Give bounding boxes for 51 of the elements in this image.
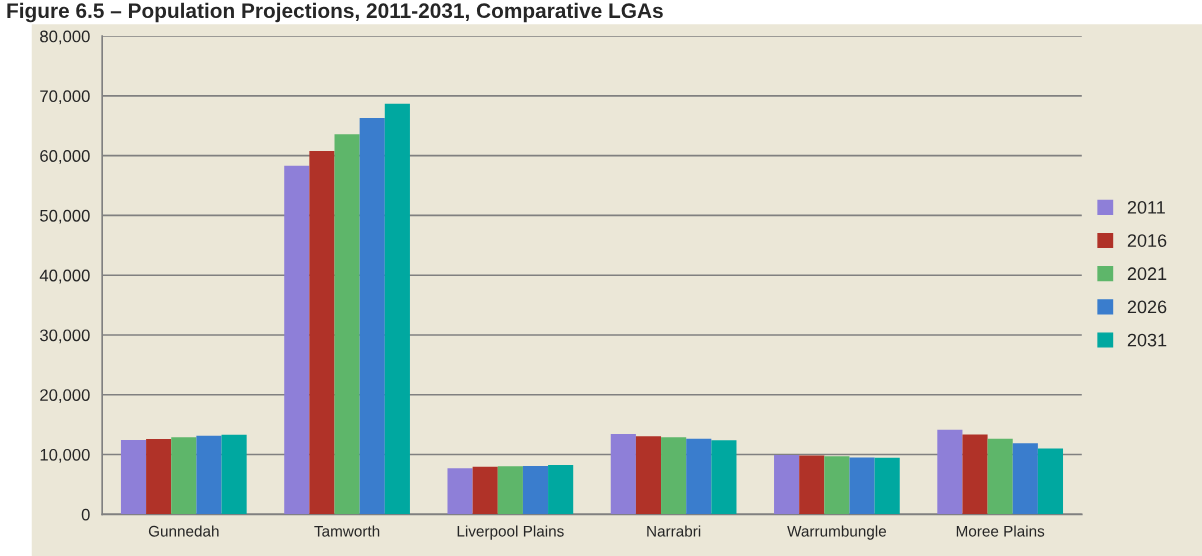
bar: [309, 150, 335, 515]
bar: [1012, 443, 1038, 515]
x-tick-label: Liverpool Plains: [457, 525, 564, 540]
bar: [774, 454, 800, 515]
x-tick-label: Warrumbungle: [787, 525, 887, 540]
bar: [937, 429, 963, 515]
bar: [1037, 448, 1064, 515]
bar: [447, 468, 473, 515]
bar: [987, 438, 1013, 515]
bar: [196, 435, 222, 515]
y-tick-label: 0: [81, 508, 90, 521]
y-tick-label: 40,000: [39, 269, 90, 284]
bar: [334, 134, 360, 515]
x-tick-label: Gunnedah: [148, 525, 219, 537]
legend-label: 2021: [1127, 267, 1167, 281]
bar: [799, 455, 825, 515]
bar: [359, 118, 385, 515]
bar: [497, 466, 523, 515]
chart-title: Figure 6.5 – Population Projections, 2011-2031, Comparative LGAs: [7, 2, 663, 23]
bar: [384, 103, 410, 515]
bar: [548, 465, 574, 515]
bar: [472, 466, 498, 515]
y-tick-label: 80,000: [40, 30, 90, 45]
bar: [522, 465, 549, 515]
legend-label: 2026: [1127, 300, 1167, 314]
legend-label: 2031: [1127, 333, 1167, 347]
bar: [635, 436, 662, 515]
bar: [610, 434, 636, 515]
x-tick-label: Narrabri: [647, 525, 701, 537]
y-tick-label: 30,000: [40, 329, 90, 344]
bar: [686, 438, 712, 515]
y-tick-label: 70,000: [40, 90, 90, 105]
legend-label: 2011: [1127, 200, 1165, 214]
bar: [221, 434, 247, 515]
bar: [284, 165, 310, 515]
bar: [962, 434, 988, 515]
x-tick-label: Moree Plains: [956, 525, 1045, 537]
bar: [874, 457, 900, 515]
bar: [146, 438, 172, 515]
y-tick-label: 50,000: [40, 209, 90, 224]
bar: [661, 437, 687, 515]
bar: [171, 437, 197, 515]
y-tick-label: 20,000: [40, 389, 90, 403]
bar: [824, 456, 850, 515]
bar: [849, 457, 875, 515]
bar: [711, 440, 737, 515]
x-tick-label: Tamworth: [314, 525, 380, 537]
bar: [120, 440, 147, 515]
y-tick-label: 60,000: [40, 150, 90, 164]
legend-label: 2016: [1127, 234, 1167, 247]
y-tick-label: 10,000: [40, 448, 90, 463]
